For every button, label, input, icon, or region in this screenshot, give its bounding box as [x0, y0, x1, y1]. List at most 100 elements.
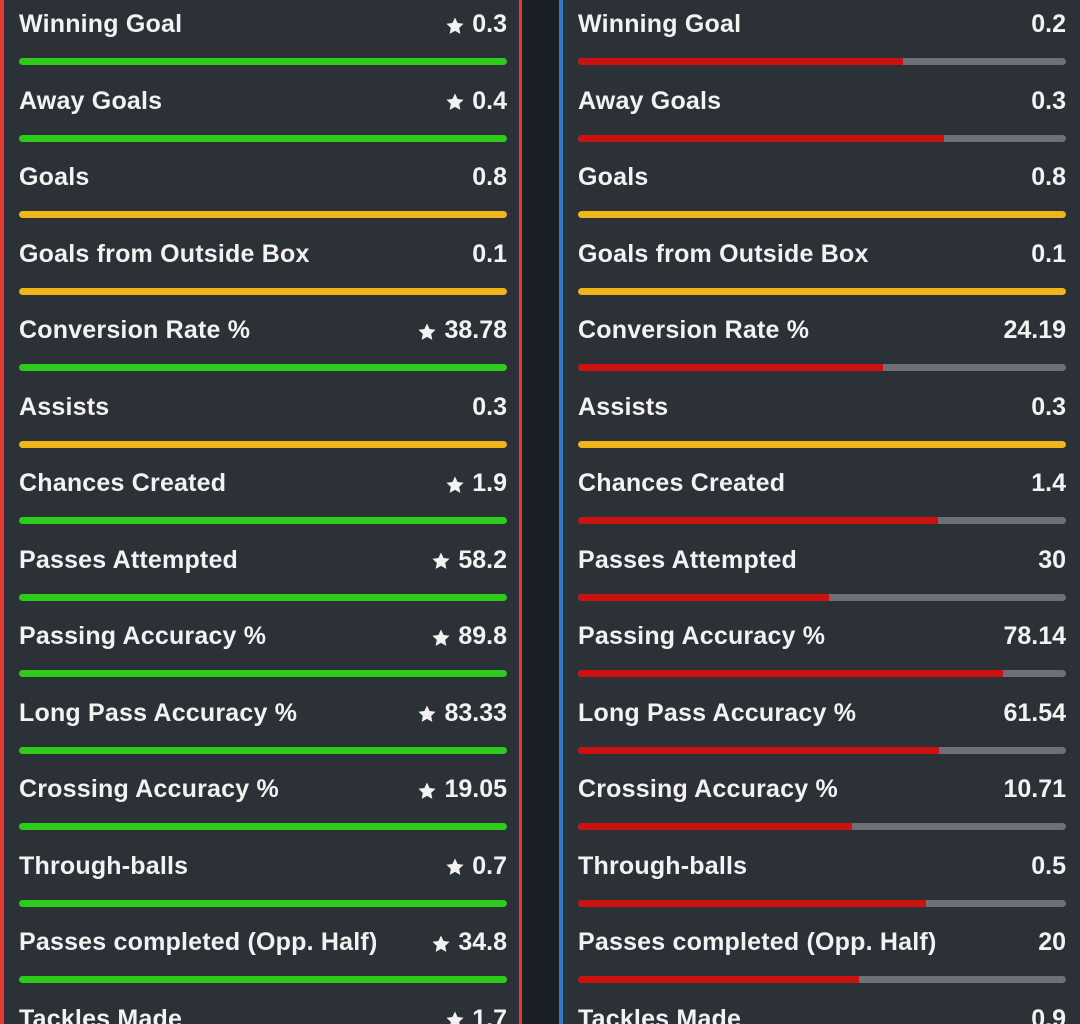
- stat-label: Goals from Outside Box: [19, 239, 310, 268]
- comparison-bar-fill: [578, 899, 927, 907]
- stat-value: 19.05: [444, 775, 507, 803]
- stat-value-group: 0.2: [1031, 10, 1066, 39]
- stat-value-group: 0.3: [1031, 87, 1066, 116]
- stat-row: Assists 0.3: [578, 383, 1066, 460]
- stat-value-group: 1.7: [445, 1005, 507, 1024]
- comparison-bar-track: [19, 287, 507, 295]
- stat-label: Passes completed (Opp. Half): [19, 928, 378, 956]
- stat-label: Away Goals: [578, 86, 722, 115]
- stat-row: Crossing Accuracy % 10.71: [578, 765, 1066, 842]
- star-icon: [431, 549, 451, 569]
- stat-value-group: 30: [1038, 546, 1066, 575]
- comparison-bar-track: [19, 899, 507, 907]
- stat-label: Winning Goal: [578, 10, 742, 38]
- stat-row: Away Goals 0.3: [578, 77, 1066, 154]
- stat-row: Goals 0.8: [19, 153, 507, 230]
- comparison-bar-track: [19, 440, 507, 448]
- comparison-bar-track: [578, 823, 1066, 830]
- comparison-bar-track: [578, 670, 1066, 677]
- stat-value-group: 0.1: [1031, 240, 1066, 269]
- stat-value: 0.9: [1031, 1004, 1066, 1024]
- comparison-bar-track: [19, 593, 507, 601]
- stat-value-group: 61.54: [1003, 699, 1066, 728]
- stat-row: Conversion Rate % 38.78: [19, 306, 507, 383]
- comparison-bar-track: [19, 517, 507, 524]
- comparison-bar-track: [19, 134, 507, 142]
- stat-label: Conversion Rate %: [578, 316, 810, 344]
- stat-value-group: 0.8: [472, 163, 507, 192]
- player-left-stats-panel: Winning Goal 0.3 Away Goals 0.4 Goals 0.8 Goal…: [0, 0, 522, 1024]
- stat-value: 20: [1038, 928, 1066, 956]
- stat-row: Long Pass Accuracy % 61.54: [578, 689, 1066, 766]
- stat-value: 61.54: [1003, 698, 1066, 727]
- stat-row: Tackles Made 1.7: [19, 995, 507, 1024]
- stat-value-group: 10.71: [1003, 775, 1066, 804]
- stat-label: Long Pass Accuracy %: [19, 698, 298, 727]
- stat-label: Goals from Outside Box: [578, 239, 869, 268]
- stat-label: Through-balls: [578, 851, 748, 880]
- stat-value-group: 58.2: [431, 546, 507, 575]
- stat-row: Winning Goal 0.2: [578, 0, 1066, 77]
- comparison-bar-track: [19, 746, 507, 754]
- comparison-bar-fill: [578, 134, 944, 142]
- comparison-bar-fill: [19, 287, 507, 295]
- stat-label: Assists: [19, 392, 110, 421]
- stat-row: Away Goals 0.4: [19, 77, 507, 154]
- stat-value-group: 24.19: [1003, 316, 1066, 345]
- stat-value-group: 0.9: [1031, 1005, 1066, 1024]
- comparison-bar-fill: [19, 364, 507, 371]
- comparison-bar-track: [578, 440, 1066, 448]
- stat-value: 0.3: [1031, 86, 1066, 115]
- comparison-bar-fill: [578, 287, 1066, 295]
- comparison-bar-fill: [578, 746, 939, 754]
- stat-row: Passing Accuracy % 89.8: [19, 612, 507, 689]
- stat-value: 1.4: [1031, 469, 1066, 497]
- comparison-bar-fill: [578, 364, 883, 371]
- stat-label: Through-balls: [19, 851, 189, 880]
- stat-label: Chances Created: [578, 469, 786, 497]
- stat-value: 0.1: [1031, 239, 1066, 268]
- stat-label: Goals: [19, 163, 90, 191]
- stat-label: Long Pass Accuracy %: [578, 698, 857, 727]
- stat-label: Passing Accuracy %: [19, 622, 267, 650]
- stat-value: 0.3: [472, 10, 507, 38]
- stat-value: 0.7: [472, 851, 507, 880]
- comparison-bar-fill: [578, 976, 859, 983]
- stat-value-group: 20: [1038, 928, 1066, 957]
- stat-value-group: 89.8: [431, 622, 507, 651]
- star-icon: [431, 626, 451, 646]
- stat-value-group: 19.05: [417, 775, 507, 804]
- star-icon: [417, 779, 437, 799]
- stat-label: Tackles Made: [19, 1004, 183, 1024]
- stat-value: 89.8: [458, 622, 507, 650]
- star-icon: [445, 14, 465, 34]
- stat-row: Through-balls 0.7: [19, 842, 507, 919]
- star-icon: [445, 855, 465, 875]
- comparison-bar-fill: [19, 134, 507, 142]
- comparison-bar-fill: [19, 823, 507, 830]
- stat-value-group: 1.4: [1031, 469, 1066, 498]
- stat-label: Winning Goal: [19, 10, 183, 38]
- stat-label: Crossing Accuracy %: [578, 775, 838, 803]
- comparison-bar-track: [19, 58, 507, 65]
- stat-label: Goals: [578, 163, 649, 191]
- stat-value-group: 83.33: [417, 699, 507, 728]
- comparison-bar-fill: [19, 670, 507, 677]
- stat-row: Chances Created 1.9: [19, 459, 507, 536]
- stat-value-group: 38.78: [417, 316, 507, 345]
- comparison-bar-fill: [578, 823, 853, 830]
- stat-value: 24.19: [1003, 316, 1066, 344]
- stat-value-group: 0.3: [1031, 393, 1066, 422]
- comparison-bar-fill: [578, 670, 1003, 677]
- stat-row: Goals 0.8: [578, 153, 1066, 230]
- stat-value: 10.71: [1003, 775, 1066, 803]
- star-icon: [445, 90, 465, 110]
- comparison-bar-track: [19, 670, 507, 677]
- comparison-bar-fill: [19, 440, 507, 448]
- stat-value-group: 0.7: [445, 852, 507, 881]
- stat-row: Passes completed (Opp. Half) 34.8: [19, 918, 507, 995]
- stat-value-group: 0.4: [445, 87, 507, 116]
- stat-row: Assists 0.3: [19, 383, 507, 460]
- comparison-bar-track: [19, 211, 507, 218]
- stat-value-group: 0.3: [445, 10, 507, 39]
